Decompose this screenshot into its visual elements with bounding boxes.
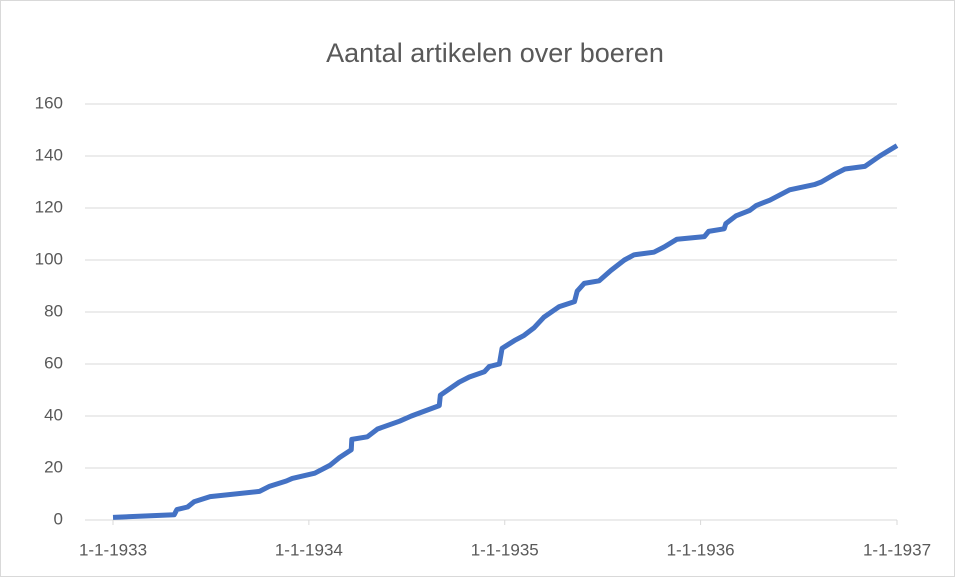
x-tick-label: 1-1-1934 (275, 540, 343, 559)
x-tick-label: 1-1-1936 (667, 540, 735, 559)
data-line (112, 143, 899, 520)
y-tick-label: 120 (35, 197, 63, 216)
y-tick-label: 20 (44, 457, 63, 476)
y-tick-label: 160 (35, 93, 63, 112)
y-tick-label: 0 (54, 509, 63, 528)
y-tick-label: 40 (44, 405, 63, 424)
x-tick-label: 1-1-1937 (863, 540, 931, 559)
x-tick-label: 1-1-1933 (79, 540, 147, 559)
x-tick-label: 1-1-1935 (471, 540, 539, 559)
y-tick-label: 140 (35, 145, 63, 164)
y-tick-label: 80 (44, 301, 63, 320)
y-tick-label: 60 (44, 353, 63, 372)
chart-title: Aantal artikelen over boeren (326, 38, 664, 68)
y-tick-label: 100 (35, 249, 63, 268)
